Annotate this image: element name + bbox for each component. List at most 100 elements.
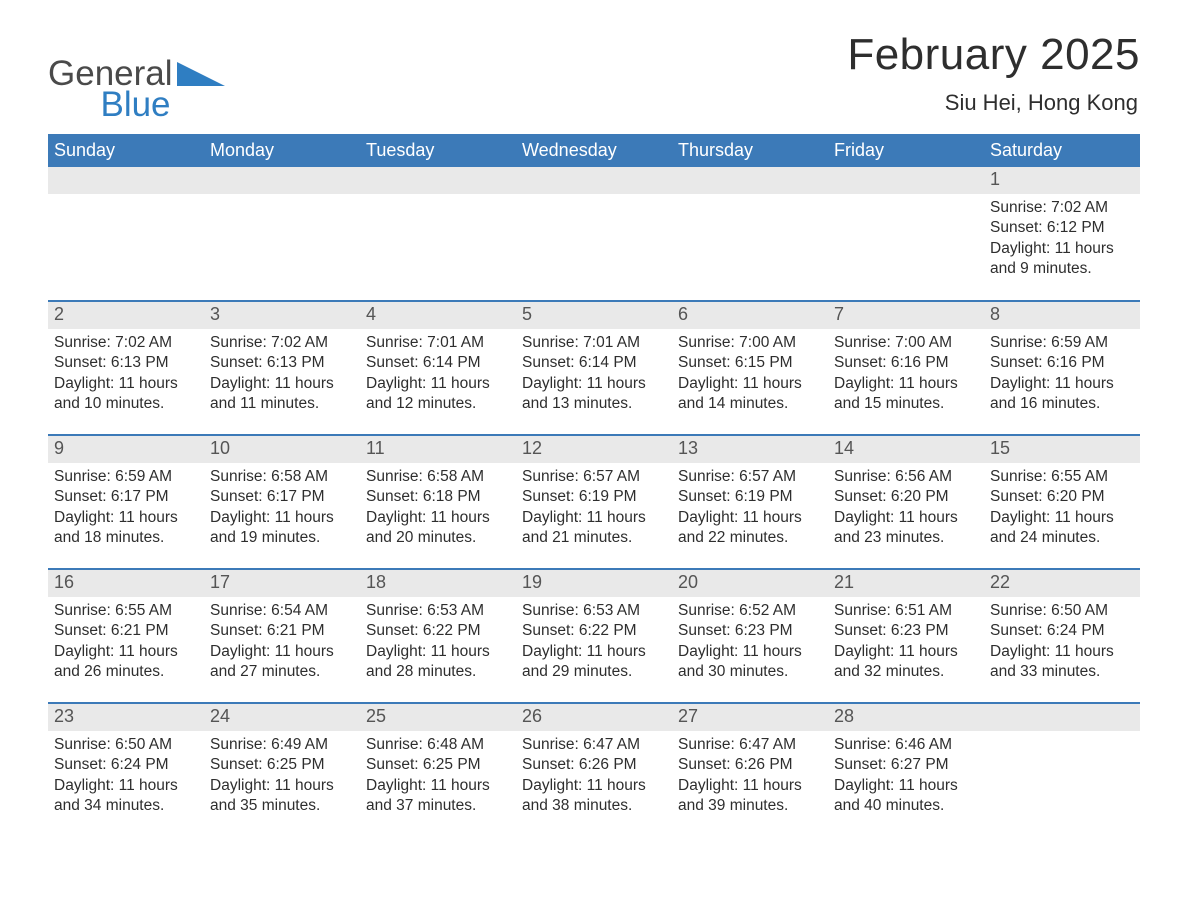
calendar-week-row: 23Sunrise: 6:50 AMSunset: 6:24 PMDayligh… [48,703,1140,837]
calendar-cell: 9Sunrise: 6:59 AMSunset: 6:17 PMDaylight… [48,435,204,569]
calendar-cell: 8Sunrise: 6:59 AMSunset: 6:16 PMDaylight… [984,301,1140,435]
calendar-cell: 16Sunrise: 6:55 AMSunset: 6:21 PMDayligh… [48,569,204,703]
sunset-text: Sunset: 6:25 PM [210,755,354,775]
daylight-text: Daylight: 11 hours [210,508,354,528]
day-details: Sunrise: 6:52 AMSunset: 6:23 PMDaylight:… [672,597,828,689]
day-number: 19 [516,570,672,597]
day-details: Sunrise: 6:50 AMSunset: 6:24 PMDaylight:… [984,597,1140,689]
day-number: 5 [516,302,672,329]
sunset-text: Sunset: 6:26 PM [678,755,822,775]
daylight-text: and 27 minutes. [210,662,354,682]
calendar-cell [204,167,360,301]
sunset-text: Sunset: 6:21 PM [210,621,354,641]
daylight-text: and 15 minutes. [834,394,978,414]
sunset-text: Sunset: 6:24 PM [990,621,1134,641]
day-number: 14 [828,436,984,463]
sunrise-text: Sunrise: 7:01 AM [366,333,510,353]
sunrise-text: Sunrise: 6:51 AM [834,601,978,621]
daylight-text: Daylight: 11 hours [522,374,666,394]
calendar-body: 1Sunrise: 7:02 AMSunset: 6:12 PMDaylight… [48,167,1140,837]
daylight-text: Daylight: 11 hours [678,642,822,662]
brand-line2: Blue [48,87,173,122]
day-number: 20 [672,570,828,597]
sunset-text: Sunset: 6:13 PM [210,353,354,373]
sunset-text: Sunset: 6:22 PM [522,621,666,641]
sunset-text: Sunset: 6:14 PM [522,353,666,373]
sunset-text: Sunset: 6:19 PM [678,487,822,507]
sunset-text: Sunset: 6:21 PM [54,621,198,641]
calendar-cell: 24Sunrise: 6:49 AMSunset: 6:25 PMDayligh… [204,703,360,837]
daylight-text: and 20 minutes. [366,528,510,548]
calendar-cell: 22Sunrise: 6:50 AMSunset: 6:24 PMDayligh… [984,569,1140,703]
calendar-cell: 10Sunrise: 6:58 AMSunset: 6:17 PMDayligh… [204,435,360,569]
calendar-cell: 12Sunrise: 6:57 AMSunset: 6:19 PMDayligh… [516,435,672,569]
calendar-week-row: 1Sunrise: 7:02 AMSunset: 6:12 PMDaylight… [48,167,1140,301]
daylight-text: and 38 minutes. [522,796,666,816]
daylight-text: Daylight: 11 hours [522,508,666,528]
day-details: Sunrise: 7:00 AMSunset: 6:15 PMDaylight:… [672,329,828,421]
daylight-text: Daylight: 11 hours [522,642,666,662]
sunrise-text: Sunrise: 6:50 AM [54,735,198,755]
day-details: Sunrise: 6:57 AMSunset: 6:19 PMDaylight:… [672,463,828,555]
day-number: 3 [204,302,360,329]
day-number: 27 [672,704,828,731]
day-details: Sunrise: 6:55 AMSunset: 6:21 PMDaylight:… [48,597,204,689]
weekday-header: Saturday [984,134,1140,167]
day-number: 15 [984,436,1140,463]
sunrise-text: Sunrise: 6:46 AM [834,735,978,755]
sunset-text: Sunset: 6:19 PM [522,487,666,507]
day-details: Sunrise: 7:00 AMSunset: 6:16 PMDaylight:… [828,329,984,421]
weekday-header: Thursday [672,134,828,167]
daylight-text: and 12 minutes. [366,394,510,414]
day-number [984,704,1140,731]
day-number: 4 [360,302,516,329]
sunset-text: Sunset: 6:12 PM [990,218,1134,238]
day-details: Sunrise: 6:57 AMSunset: 6:19 PMDaylight:… [516,463,672,555]
day-number: 11 [360,436,516,463]
calendar-cell: 27Sunrise: 6:47 AMSunset: 6:26 PMDayligh… [672,703,828,837]
calendar-cell: 25Sunrise: 6:48 AMSunset: 6:25 PMDayligh… [360,703,516,837]
sunset-text: Sunset: 6:22 PM [366,621,510,641]
day-details: Sunrise: 6:47 AMSunset: 6:26 PMDaylight:… [672,731,828,823]
calendar-cell: 2Sunrise: 7:02 AMSunset: 6:13 PMDaylight… [48,301,204,435]
day-details: Sunrise: 6:59 AMSunset: 6:17 PMDaylight:… [48,463,204,555]
sunset-text: Sunset: 6:20 PM [834,487,978,507]
sunrise-text: Sunrise: 7:01 AM [522,333,666,353]
calendar-week-row: 16Sunrise: 6:55 AMSunset: 6:21 PMDayligh… [48,569,1140,703]
day-details: Sunrise: 6:46 AMSunset: 6:27 PMDaylight:… [828,731,984,823]
sunrise-text: Sunrise: 6:49 AM [210,735,354,755]
weekday-header: Friday [828,134,984,167]
calendar-table: Sunday Monday Tuesday Wednesday Thursday… [48,134,1140,837]
sunset-text: Sunset: 6:20 PM [990,487,1134,507]
day-details: Sunrise: 7:02 AMSunset: 6:12 PMDaylight:… [984,194,1140,286]
day-number: 23 [48,704,204,731]
daylight-text: Daylight: 11 hours [210,374,354,394]
daylight-text: Daylight: 11 hours [678,374,822,394]
calendar-cell: 26Sunrise: 6:47 AMSunset: 6:26 PMDayligh… [516,703,672,837]
day-details: Sunrise: 6:54 AMSunset: 6:21 PMDaylight:… [204,597,360,689]
month-title: February 2025 [847,30,1140,80]
sunset-text: Sunset: 6:23 PM [678,621,822,641]
daylight-text: and 22 minutes. [678,528,822,548]
daylight-text: and 37 minutes. [366,796,510,816]
daylight-text: and 35 minutes. [210,796,354,816]
daylight-text: and 19 minutes. [210,528,354,548]
sunrise-text: Sunrise: 6:59 AM [54,467,198,487]
day-number: 13 [672,436,828,463]
daylight-text: and 30 minutes. [678,662,822,682]
day-details: Sunrise: 6:49 AMSunset: 6:25 PMDaylight:… [204,731,360,823]
day-number: 17 [204,570,360,597]
sunset-text: Sunset: 6:16 PM [834,353,978,373]
sunset-text: Sunset: 6:16 PM [990,353,1134,373]
calendar-cell: 4Sunrise: 7:01 AMSunset: 6:14 PMDaylight… [360,301,516,435]
day-number [360,167,516,194]
calendar-cell: 13Sunrise: 6:57 AMSunset: 6:19 PMDayligh… [672,435,828,569]
day-details: Sunrise: 6:53 AMSunset: 6:22 PMDaylight:… [360,597,516,689]
calendar-cell: 21Sunrise: 6:51 AMSunset: 6:23 PMDayligh… [828,569,984,703]
day-number [828,167,984,194]
daylight-text: and 29 minutes. [522,662,666,682]
day-number: 9 [48,436,204,463]
daylight-text: Daylight: 11 hours [366,508,510,528]
daylight-text: Daylight: 11 hours [990,239,1134,259]
sunrise-text: Sunrise: 6:53 AM [366,601,510,621]
